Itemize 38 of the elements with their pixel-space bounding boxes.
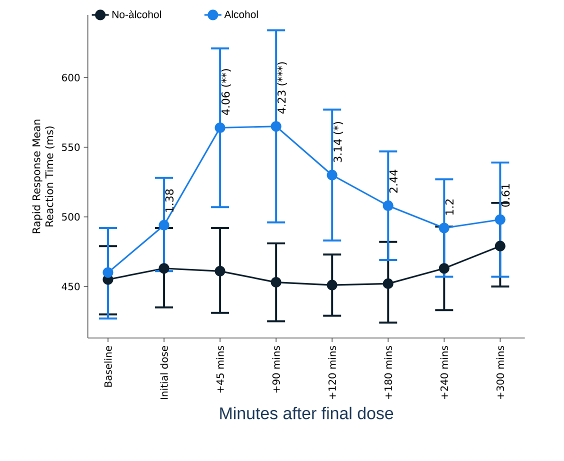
point — [382, 278, 394, 289]
point — [102, 267, 114, 278]
x-tick-label: Baseline — [104, 346, 112, 387]
legend-label: No-àlcohol — [112, 10, 161, 18]
annotation: 2.44 — [389, 170, 398, 193]
point — [326, 170, 338, 180]
y-tick-label: 600 — [62, 74, 80, 82]
point — [270, 121, 282, 132]
point — [214, 266, 226, 276]
annotation: 4.23 (***) — [277, 62, 288, 114]
x-axis-title: Minutes after final dose — [220, 406, 394, 420]
point — [494, 240, 506, 252]
x-tick-label: +300 mins — [496, 346, 504, 399]
point — [214, 122, 226, 134]
point — [494, 214, 506, 225]
x-tick-label: +180 mins — [384, 346, 392, 399]
x-tick-label: +240 mins — [440, 346, 448, 399]
point — [438, 263, 450, 274]
x-tick-label: Initial dose — [160, 346, 168, 399]
annotation: 3.14 (*) — [333, 122, 344, 162]
annotation: 1.38 — [165, 189, 174, 212]
y-axis-title: Rapid Response Mean Reaction Time (ms) — [32, 120, 54, 234]
point — [438, 222, 450, 234]
point — [382, 200, 394, 212]
annotation: 1.2 — [445, 199, 454, 215]
x-tick-label: +120 mins — [328, 346, 336, 399]
point — [326, 280, 338, 290]
annotation: 4.06 (**) — [221, 69, 232, 116]
point — [158, 263, 170, 274]
annotation: 0.61 — [501, 184, 510, 207]
legend-label: Alcohol — [224, 10, 258, 18]
x-tick-label: +45 mins — [216, 346, 224, 393]
y-tick-label: 500 — [62, 213, 80, 221]
y-tick-label: 450 — [62, 282, 80, 290]
x-tick-label: +90 mins — [272, 346, 280, 393]
y-tick-label: 550 — [62, 143, 80, 152]
point — [158, 220, 170, 231]
point — [270, 276, 282, 288]
